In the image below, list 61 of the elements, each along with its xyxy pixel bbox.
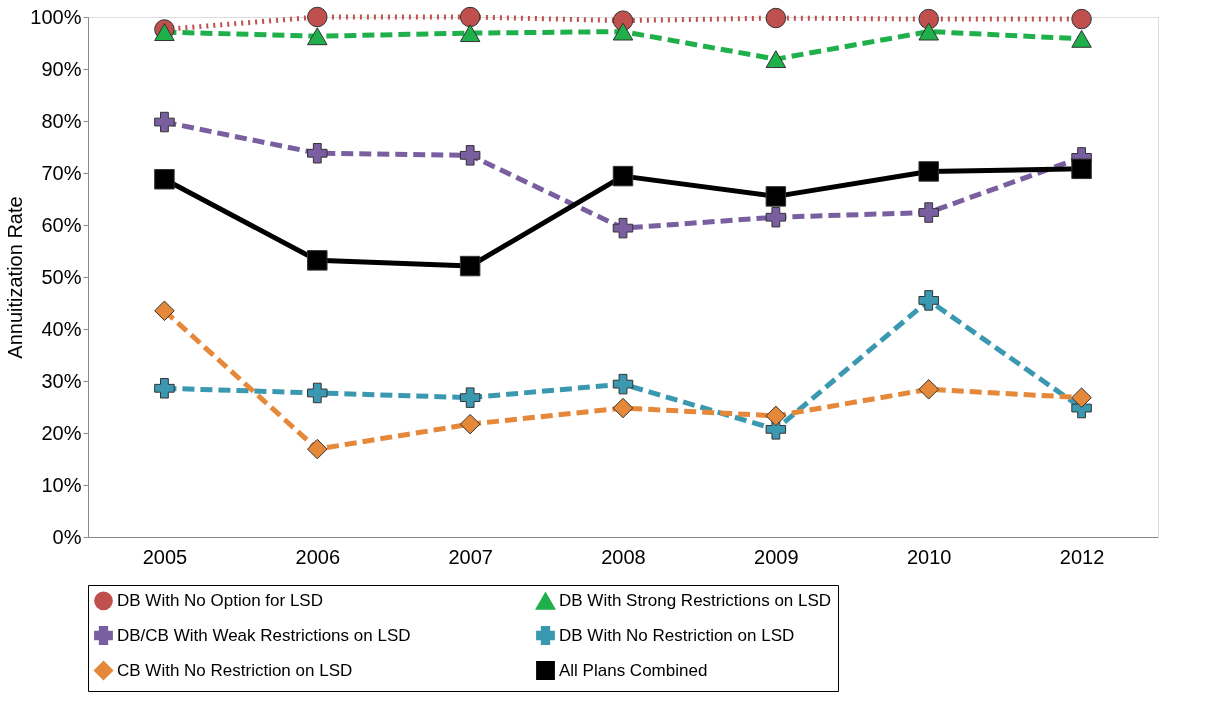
point: [307, 250, 328, 271]
point: [459, 6, 481, 28]
point: [459, 387, 481, 408]
point: [612, 397, 634, 419]
y-tick-label: 80%: [41, 109, 82, 132]
point: [612, 165, 634, 187]
x-tick-label: 2012: [1059, 545, 1105, 568]
legend-label: All Plans Combined: [559, 660, 708, 680]
point: [765, 50, 787, 69]
point: [307, 27, 328, 46]
point: [1071, 29, 1092, 48]
point: [307, 438, 328, 460]
point: [765, 206, 787, 228]
y-tick-label: 0%: [52, 525, 82, 548]
legend-label: DB With No Restriction on LSD: [559, 625, 795, 645]
y-tick-label: 70%: [41, 161, 82, 184]
point: [154, 168, 175, 190]
point: [612, 22, 634, 41]
y-tick-label: 60%: [41, 213, 82, 236]
point: [459, 413, 481, 435]
y-tick-label: 30%: [41, 369, 82, 392]
point: [1071, 8, 1092, 30]
point: [918, 8, 939, 30]
point: [154, 300, 175, 322]
legend-label: DB With Strong Restrictions on LSD: [559, 591, 832, 611]
point: [154, 111, 175, 133]
point: [765, 7, 787, 29]
point: [1071, 158, 1092, 180]
legend-label: DB/CB With Weak Restrictions on LSD: [117, 625, 411, 645]
y-tick-label: 100%: [30, 5, 82, 28]
legend-label: DB With No Option for LSD: [117, 590, 323, 610]
point: [612, 217, 634, 239]
x-tick-label: 2007: [448, 545, 493, 568]
y-tick-label: 10%: [41, 473, 82, 496]
point: [765, 405, 787, 427]
point: [765, 186, 787, 207]
point: [459, 255, 481, 277]
point: [918, 22, 939, 41]
y-tick-label: 90%: [41, 57, 82, 80]
y-tick-label: 50%: [41, 265, 82, 288]
point: [918, 161, 939, 182]
point: [918, 202, 939, 223]
point: [307, 6, 328, 28]
point: [307, 142, 328, 164]
y-axis-title: Annuitization Rate: [4, 196, 27, 359]
point: [918, 379, 939, 400]
x-tick-label: 2006: [295, 545, 341, 568]
point: [459, 145, 481, 166]
point: [1071, 387, 1092, 408]
x-tick-label: 2008: [601, 545, 646, 568]
legend-label: CB With No Restriction on LSD: [117, 660, 353, 680]
y-tick-label: 20%: [41, 421, 82, 444]
point: [307, 382, 328, 404]
point: [154, 378, 175, 399]
x-tick-label: 2009: [754, 545, 799, 568]
x-tick-label: 2005: [142, 545, 188, 568]
y-tick-label: 40%: [41, 317, 82, 340]
x-tick-label: 2010: [906, 545, 952, 568]
point: [459, 24, 481, 43]
point: [918, 290, 939, 311]
point: [612, 373, 634, 395]
